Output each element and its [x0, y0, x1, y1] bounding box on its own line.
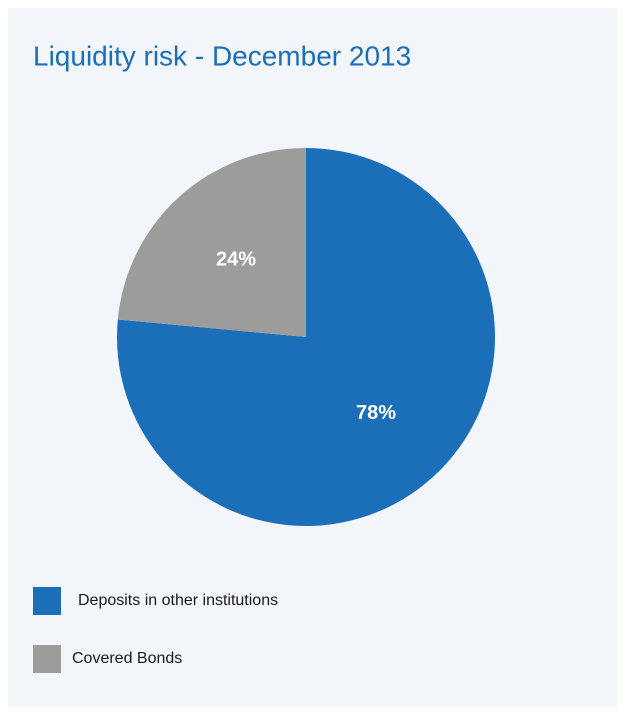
pie-slice [117, 148, 306, 337]
legend-swatch [33, 645, 61, 673]
chart-title: Liquidity risk - December 2013 [33, 40, 411, 71]
data-label: 78% [356, 402, 396, 424]
data-label: 24% [216, 248, 256, 270]
legend-label: Covered Bonds [72, 650, 182, 667]
legend-swatch [33, 587, 61, 615]
legend-label: Deposits in other institutions [78, 592, 278, 609]
